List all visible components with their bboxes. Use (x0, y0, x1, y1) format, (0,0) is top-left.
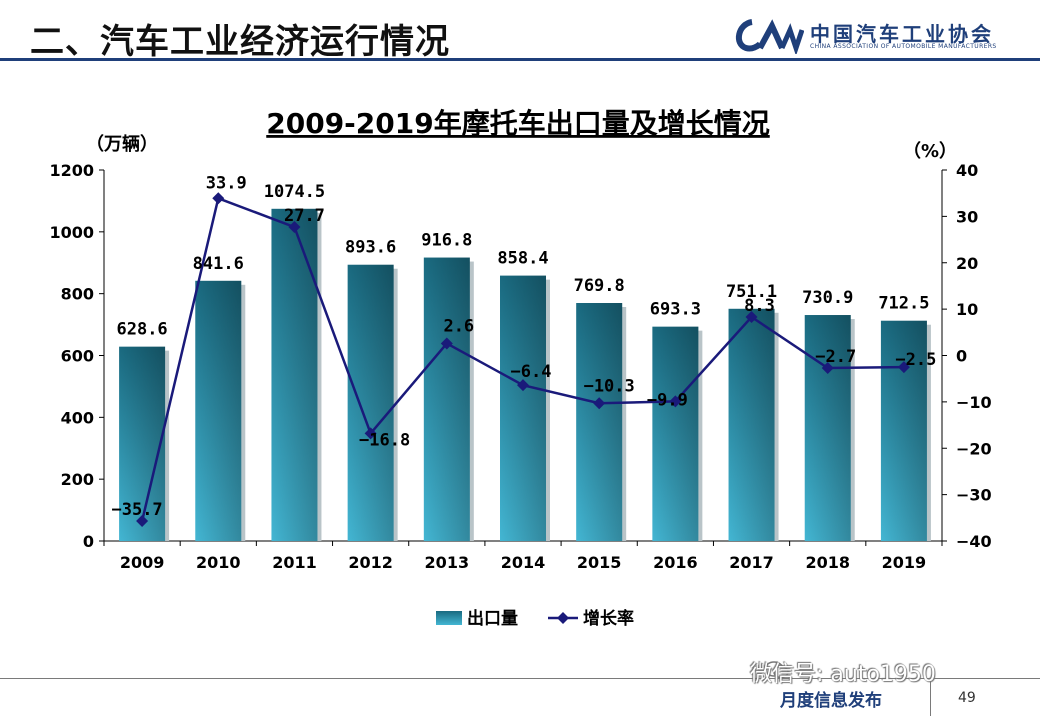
y-tick-label: 600 (61, 347, 94, 366)
growth-value-label: −35.7 (111, 500, 162, 520)
bar-shade (728, 308, 775, 541)
bar-shade (347, 264, 394, 541)
y2-axis-unit-label: （%） (903, 141, 957, 162)
growth-value-label: −10.3 (584, 376, 635, 396)
x-tick-label: 2009 (120, 553, 165, 572)
legend-line-marker (557, 612, 569, 624)
bar-shade (576, 303, 623, 541)
bars (119, 208, 931, 541)
growth-value-label: −2.5 (895, 350, 936, 370)
growth-point (288, 221, 301, 234)
bar-shade (500, 275, 546, 541)
x-tick-label: 2017 (729, 553, 774, 572)
bar-value-label: 769.8 (574, 276, 625, 296)
x-tick-label: 2019 (882, 553, 927, 572)
y2-tick-label: −10 (956, 393, 992, 412)
bar-value-label: 916.8 (421, 231, 472, 251)
y2-tick-label: −20 (956, 439, 992, 458)
wechat-icon (764, 661, 789, 679)
growth-point (745, 311, 758, 324)
cam-logo-icon (735, 19, 804, 54)
growth-point (821, 362, 834, 375)
bar-value-label: 893.6 (345, 238, 396, 258)
bar-value-label: 751.1 (726, 282, 777, 302)
association-logo: 中国汽车工业协会 CHINA ASSOCIATION OF AUTOMOBILE… (730, 16, 1030, 56)
wechat-watermark: 微信号: auto1950 (750, 662, 936, 687)
y2-tick-label: −40 (956, 532, 992, 551)
y2-tick-label: 20 (956, 254, 978, 273)
bar-value-label: 1074.5 (264, 182, 325, 202)
axes: 0 200 400 600 800 1000 1200 −40 −30 −20 −10 0 10 20 30… (49, 161, 991, 572)
bar-shade (423, 257, 470, 541)
data-labels: 628.6 841.6 1074.5 893.6 916.8 858.4 769.8 693.… (111, 173, 936, 520)
bar-shade (271, 208, 318, 541)
y-tick-label: 400 (61, 408, 94, 427)
footer-label: 月度信息发布 (780, 691, 882, 711)
bar-value-label: 858.4 (497, 249, 548, 269)
x-tick-label: 2010 (196, 553, 241, 572)
bar-value-label: 628.6 (116, 320, 167, 340)
y2-tick-label: 10 (956, 300, 978, 319)
growth-value-label: 2.6 (443, 316, 474, 336)
footer-separator (930, 680, 931, 716)
footer-divider (0, 678, 1040, 679)
header-divider (0, 58, 1040, 61)
growth-point (669, 395, 682, 408)
y2-tick-label: 30 (956, 207, 978, 226)
logo-english-name: CHINA ASSOCIATION OF AUTOMOBILE MANUFACT… (810, 43, 997, 50)
chart-title: 2009-2019年摩托车出口量及增长情况 (266, 107, 769, 140)
growth-value-label: −6.4 (511, 362, 552, 382)
y-tick-label: 200 (61, 470, 94, 489)
growth-point (517, 379, 529, 392)
legend: 出口量 增长率 (436, 608, 634, 629)
growth-value-label: 8.3 (744, 296, 775, 316)
x-tick-label: 2014 (501, 553, 546, 572)
y2-tick-label: 40 (956, 161, 978, 180)
bar-value-label: 730.9 (802, 288, 853, 308)
bar-shade (804, 315, 851, 541)
bar-shade (119, 346, 166, 541)
y2-tick-label: 0 (956, 347, 967, 366)
growth-value-label: −9.9 (647, 390, 688, 410)
growth-line (136, 192, 910, 528)
slide-title: 二、汽车工业经济运行情况 (30, 22, 450, 62)
x-tick-label: 2016 (653, 553, 698, 572)
growth-point (212, 192, 225, 205)
logo-chinese-name: 中国汽车工业协会 (810, 22, 994, 46)
bar-value-label: 693.3 (650, 300, 701, 320)
growth-point (593, 397, 606, 410)
bar-shade (195, 280, 242, 541)
y-tick-label: 1200 (49, 161, 94, 180)
bar-value-label: 712.5 (878, 294, 929, 314)
x-tick-label: 2013 (425, 553, 470, 572)
growth-point (440, 337, 453, 350)
y2-tick-label: −30 (956, 486, 992, 505)
page-number: 49 (958, 690, 976, 706)
growth-point (136, 515, 149, 528)
legend-label-growth: 增长率 (583, 608, 634, 629)
y-axis-unit-label: （万辆） (86, 133, 158, 155)
y-tick-label: 1000 (49, 223, 94, 242)
x-tick-label: 2018 (805, 553, 850, 572)
growth-point (897, 361, 910, 374)
x-tick-label: 2012 (348, 553, 393, 572)
bar-value-label: 841.6 (193, 254, 244, 274)
growth-value-label: −2.7 (815, 347, 856, 367)
growth-value-label: −16.8 (359, 430, 410, 450)
bar-shade (652, 326, 699, 541)
y-tick-label: 0 (83, 532, 94, 551)
x-tick-label: 2011 (272, 553, 317, 572)
y-tick-label: 800 (61, 285, 94, 304)
legend-bar-swatch (436, 611, 462, 625)
growth-value-label: 27.7 (284, 206, 325, 226)
growth-point (364, 427, 377, 440)
legend-label-export: 出口量 (467, 608, 518, 629)
growth-value-label: 33.9 (206, 173, 247, 193)
x-tick-label: 2015 (577, 553, 622, 572)
bar-shade (880, 320, 927, 541)
